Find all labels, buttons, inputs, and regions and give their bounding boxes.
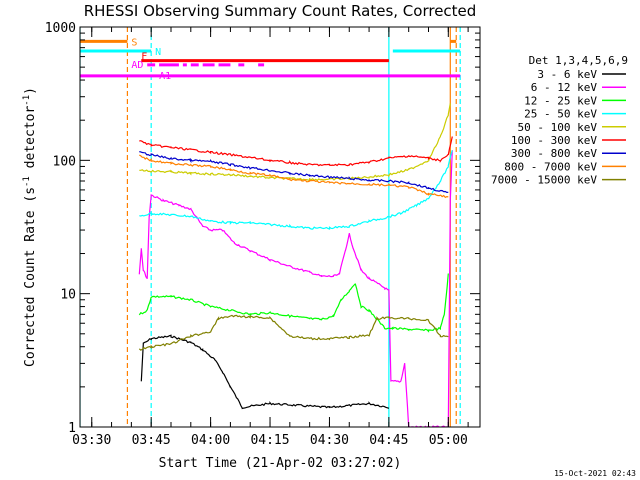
series-line-6 xyxy=(139,136,453,167)
y-axis-label: Corrected Count Rate (s-1 detector-1) xyxy=(22,87,38,367)
x-tick-label: 03:45 xyxy=(132,433,171,448)
y-axis-ticks: 1 10 100 1000 xyxy=(45,21,480,436)
x-axis-ticks: 03:30 03:45 04:00 04:15 04:30 04:45 05:00 xyxy=(72,27,469,448)
series-line-9 xyxy=(138,314,449,351)
state-bar-label: F xyxy=(141,52,147,63)
y-axis-label-part2: detector xyxy=(23,106,38,177)
y-axis-label-part3: ) xyxy=(23,87,38,95)
y-axis-label-sup1: -1 xyxy=(22,176,32,187)
series-line-7 xyxy=(139,151,449,194)
legend-label: 6 - 12 keV xyxy=(531,81,598,94)
plot-frame xyxy=(79,26,481,428)
x-axis-label: Start Time (21-Apr-02 03:27:02) xyxy=(159,456,402,471)
chart-title: RHESSI Observing Summary Count Rates, Co… xyxy=(84,2,477,20)
legend-label: 100 - 300 keV xyxy=(511,134,597,147)
y-axis-label-sup2: -1 xyxy=(22,95,32,106)
x-tick-label: 04:15 xyxy=(250,433,289,448)
legend-label: 300 - 800 keV xyxy=(511,147,597,160)
legend-label: 12 - 25 keV xyxy=(524,94,597,107)
series-line-5 xyxy=(139,103,451,182)
y-tick-label: 1 xyxy=(68,421,76,436)
x-tick-label: 05:00 xyxy=(429,433,468,448)
footer-timestamp: 15-Oct-2021 02:43 xyxy=(554,469,636,478)
y-axis-label-part1: Corrected Count Rate (s xyxy=(23,187,38,367)
state-bar-label: S xyxy=(131,37,137,48)
y-tick-label: 10 xyxy=(60,288,76,303)
state-bar-label: AD xyxy=(131,60,143,71)
state-bars xyxy=(80,39,461,78)
x-tick-label: 04:30 xyxy=(310,433,349,448)
legend-label: 7000 - 15000 keV xyxy=(491,174,597,187)
state-bar-label: A1 xyxy=(159,71,171,82)
legend-label: 50 - 100 keV xyxy=(518,121,598,134)
series-line-1 xyxy=(140,334,390,410)
legend-title: Det 1,3,4,5,6,9 xyxy=(529,54,628,67)
vertical-markers xyxy=(80,27,461,427)
series-line-3 xyxy=(138,273,449,333)
series-group xyxy=(138,103,453,427)
series-line-8 xyxy=(138,154,449,199)
x-tick-label: 04:45 xyxy=(369,433,408,448)
x-tick-label: 03:30 xyxy=(72,433,111,448)
legend-label: 3 - 6 keV xyxy=(537,68,597,81)
series-line-4 xyxy=(139,150,453,230)
legend-label: 25 - 50 keV xyxy=(524,108,597,121)
y-tick-label: 1000 xyxy=(45,21,76,36)
state-bar-label: N xyxy=(155,47,161,58)
series-line-2 xyxy=(138,150,453,427)
y-tick-label: 100 xyxy=(53,154,76,169)
plot-area: 03:30 03:45 04:00 04:15 04:30 04:45 05:00 1101… xyxy=(45,21,481,448)
legend-label: 800 - 7000 keV xyxy=(504,160,597,173)
x-tick-label: 04:00 xyxy=(191,433,230,448)
